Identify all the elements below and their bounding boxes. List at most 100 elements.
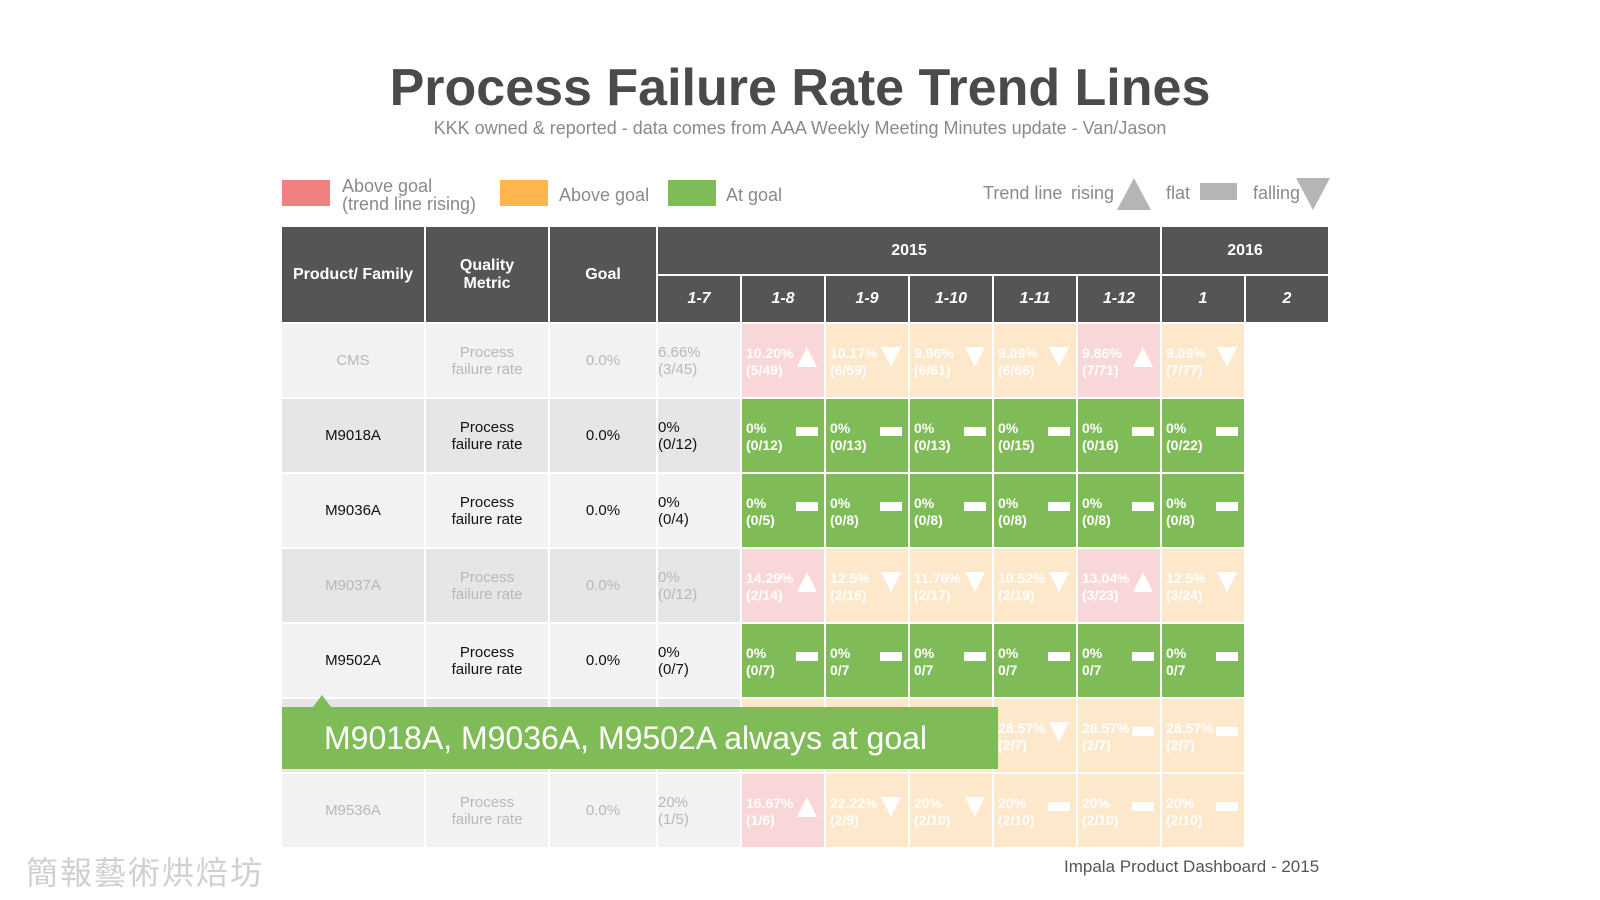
legend-trend-label: Trend line — [983, 183, 1063, 203]
rate-ratio: (2/7) — [998, 737, 1027, 753]
rate-ratio: (2/10) — [998, 812, 1035, 828]
trend-indicator — [1132, 796, 1154, 822]
header-month: 1-11 — [993, 275, 1078, 324]
trend-indicator — [1216, 571, 1238, 597]
legend-swatch-orange — [500, 180, 548, 206]
rate-value: 13.04% (3/23) — [1082, 570, 1129, 604]
header-goal: Goal — [549, 227, 658, 324]
trend-indicator — [1048, 721, 1070, 747]
metric-cell: Process failure rate — [425, 623, 550, 699]
trend-flat-icon — [1132, 727, 1154, 736]
rate-ratio: (5/49) — [746, 362, 783, 378]
metric-line1: Process — [459, 418, 515, 436]
rate-value: 0% (0/8) — [830, 495, 859, 529]
metric-line1: Process — [459, 568, 515, 586]
rate-ratio: 0/7 — [998, 662, 1018, 678]
goal-cell: 0.0% — [549, 773, 658, 849]
trend-indicator — [796, 421, 818, 447]
rate-percent: 0% — [998, 645, 1019, 661]
header-quality-metric: Quality Metric — [425, 227, 550, 324]
rate-cell: 16.67% (1/6) — [741, 773, 826, 849]
rate-ratio: (0/22) — [1166, 437, 1203, 453]
rate-value: 0% (0/16) — [1082, 420, 1119, 454]
rate-percent: 0% — [998, 420, 1019, 436]
trend-indicator — [964, 496, 986, 522]
trend-rising-icon — [797, 797, 817, 817]
trend-indicator — [880, 646, 902, 672]
rate-ratio: (0/8) — [1166, 512, 1195, 528]
rate-value: 0% 0/7 — [1166, 645, 1186, 679]
trend-falling-icon — [965, 572, 985, 592]
trend-flat-icon — [1216, 652, 1238, 661]
trend-falling-icon — [1049, 347, 1069, 367]
rate-cell: 13.04% (3/23) — [1077, 548, 1162, 624]
rate-cell: 0% (0/8) — [825, 473, 910, 549]
rate-ratio: (2/10) — [914, 812, 951, 828]
rate-ratio: 0/7 — [1166, 662, 1186, 678]
baseline-cell: 0% (0/12) — [657, 398, 742, 474]
rate-ratio: (7/71) — [1082, 362, 1119, 378]
header-year-2015: 2015 — [657, 227, 1162, 276]
rate-percent: 22.22% — [830, 795, 878, 811]
rate-value: 9.86% (7/71) — [1082, 345, 1122, 379]
trend-indicator — [1132, 721, 1154, 747]
trend-flat-icon — [1216, 727, 1238, 736]
baseline-ratio: (0/12) — [658, 585, 698, 603]
trend-falling-icon — [881, 572, 901, 592]
product-cell: M9536A — [282, 773, 426, 849]
rate-value: 9.09% (6/66) — [998, 345, 1038, 379]
trend-flat-icon — [796, 427, 818, 436]
product-cell: M9037A — [282, 548, 426, 624]
rate-value: 0% (0/8) — [998, 495, 1027, 529]
rate-value: 0% (0/15) — [998, 420, 1035, 454]
product-cell: M9036A — [282, 473, 426, 549]
trend-indicator — [880, 571, 902, 597]
rate-percent: 11.76% — [914, 570, 961, 586]
rate-value: 9.09% (7/77) — [1166, 345, 1206, 379]
trend-indicator — [1132, 346, 1154, 372]
rate-percent: 0% — [1082, 420, 1103, 436]
product-cell: M9502A — [282, 623, 426, 699]
rate-cell: 0% (0/12) — [741, 398, 826, 474]
baseline-value: 0% — [658, 493, 680, 511]
metric-line1: Process — [459, 493, 515, 511]
header-month: 1-12 — [1077, 275, 1162, 324]
rate-cell: 0% (0/13) — [825, 398, 910, 474]
page-title: Process Failure Rate Trend Lines — [389, 59, 1211, 117]
header-month: 1-7 — [657, 275, 742, 324]
rate-value: 9.96% (6/61) — [914, 345, 954, 379]
trend-indicator — [796, 646, 818, 672]
rate-value: 16.67% (1/6) — [746, 795, 793, 829]
trend-indicator — [1132, 421, 1154, 447]
legend-falling-icon — [1296, 178, 1330, 210]
rate-ratio: 0/7 — [1082, 662, 1102, 678]
legend-label-green: At goal — [726, 185, 783, 205]
rate-value: 28.57% (2/7) — [1166, 720, 1213, 754]
baseline-value: 6.66% — [658, 343, 701, 361]
rate-percent: 20% — [998, 795, 1027, 811]
table-row: M9018A Process failure rate 0.0% 0% (0/12) 0%(… — [282, 398, 1330, 474]
rate-ratio: (6/66) — [998, 362, 1035, 378]
rate-percent: 13.04% — [1082, 570, 1130, 586]
trend-indicator — [1216, 421, 1238, 447]
rate-ratio: (0/13) — [830, 437, 867, 453]
rate-percent: 0% — [746, 495, 767, 511]
trend-indicator — [964, 571, 986, 597]
table-row: M9037A Process failure rate 0.0% 0% (0/12) 14.… — [282, 548, 1330, 624]
rate-cell: 12.5% (2/16) — [825, 548, 910, 624]
trend-flat-icon — [964, 652, 986, 661]
rate-percent: 0% — [914, 420, 935, 436]
empty-cell — [1245, 623, 1330, 699]
trend-indicator — [1216, 721, 1238, 747]
rate-cell: 14.29% (2/14) — [741, 548, 826, 624]
empty-cell — [1245, 773, 1330, 849]
rate-percent: 20% — [914, 795, 943, 811]
rate-percent: 0% — [1082, 645, 1103, 661]
rate-value: 28.57% (2/7) — [1082, 720, 1129, 754]
trend-flat-icon — [1048, 652, 1070, 661]
rate-value: 12.5% (3/24) — [1166, 570, 1206, 604]
trend-indicator — [796, 346, 818, 372]
callout-pointer — [313, 695, 331, 707]
trend-falling-icon — [881, 797, 901, 817]
rate-percent: 9.09% — [1166, 345, 1206, 361]
